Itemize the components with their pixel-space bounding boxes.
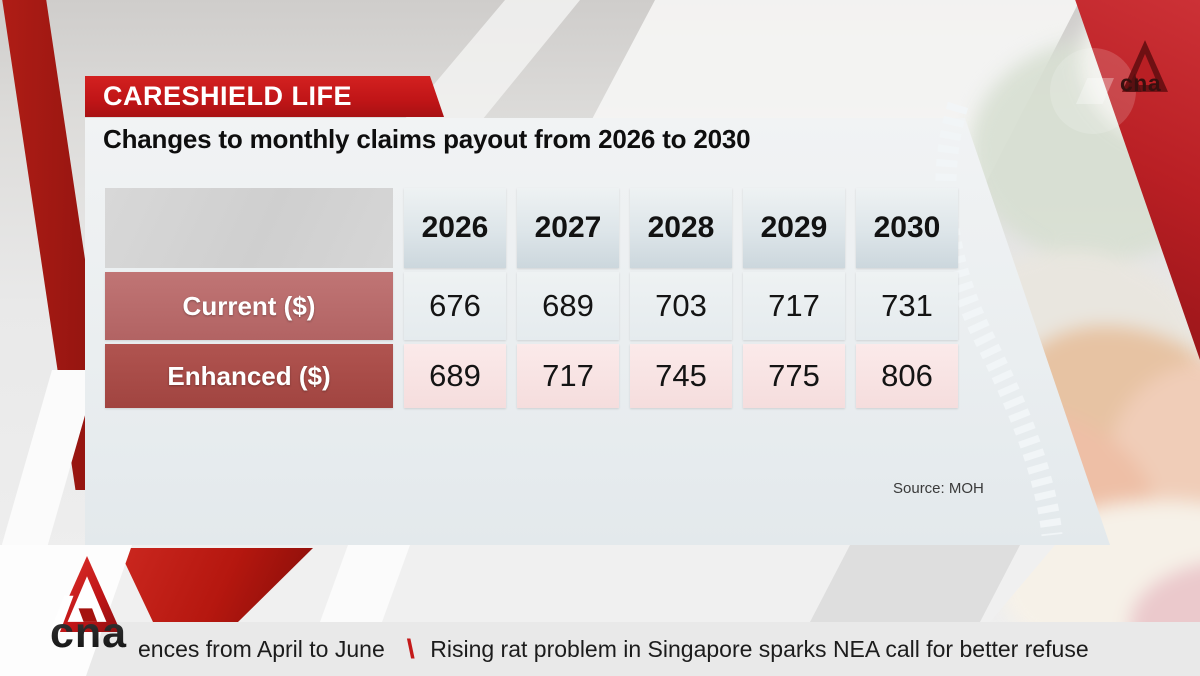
- table-value: 745: [630, 344, 732, 408]
- watermark-logo-circle: [1050, 48, 1136, 134]
- row-label-enhanced: Enhanced ($): [105, 344, 393, 408]
- news-ticker: ences from April to June \ Rising rat pr…: [0, 622, 1200, 676]
- cna-logo-icon: [1122, 40, 1168, 92]
- phone-cord-decoration: [935, 101, 1063, 537]
- table-value: 731: [856, 272, 958, 340]
- table-value: 806: [856, 344, 958, 408]
- topic-banner-label: CARESHIELD LIFE: [103, 81, 353, 111]
- table-value: 689: [517, 272, 619, 340]
- ticker-separator-icon: \: [406, 633, 415, 664]
- ticker-headline-right: Rising rat problem in Singapore sparks N…: [430, 635, 1089, 662]
- table-value: 676: [404, 272, 506, 340]
- table-value: 717: [517, 344, 619, 408]
- table-value: 717: [743, 272, 845, 340]
- year-header: 2030: [856, 188, 958, 268]
- table-value: 703: [630, 272, 732, 340]
- year-header: 2028: [630, 188, 732, 268]
- payout-table: 2026 2027 2028 2029 2030 Current ($) 676…: [105, 188, 958, 408]
- graphic-title: Changes to monthly claims payout from 20…: [103, 124, 751, 154]
- source-attribution: Source: MOH: [893, 480, 984, 497]
- table-value: 775: [743, 344, 845, 408]
- table-corner-cell: [105, 188, 393, 268]
- year-header: 2027: [517, 188, 619, 268]
- year-header: 2029: [743, 188, 845, 268]
- cna-logo-icon: [49, 556, 121, 632]
- ticker-headline-left: ences from April to June: [138, 635, 385, 662]
- table-value: 689: [404, 344, 506, 408]
- white-wedge: [320, 545, 410, 622]
- topic-banner: CARESHIELD LIFE: [85, 76, 444, 117]
- gray-wedge: [810, 545, 1020, 622]
- cna-wordmark: cna: [50, 609, 128, 657]
- row-label-current: Current ($): [105, 272, 393, 340]
- year-header: 2026: [404, 188, 506, 268]
- cna-wordmark: cna: [1120, 70, 1162, 96]
